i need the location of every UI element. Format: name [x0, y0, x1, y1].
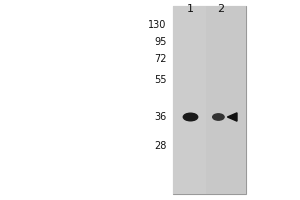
Text: 2: 2 [217, 4, 224, 14]
Polygon shape [227, 113, 237, 121]
Text: 130: 130 [148, 20, 166, 30]
Text: 72: 72 [154, 54, 167, 64]
Bar [206, 6, 246, 194]
Bar [172, 6, 206, 194]
Ellipse shape [183, 113, 198, 121]
Text: 28: 28 [154, 141, 167, 151]
Text: 55: 55 [154, 75, 167, 85]
Ellipse shape [213, 114, 224, 120]
Text: 1: 1 [187, 4, 194, 14]
Bar [172, 6, 246, 194]
Text: 36: 36 [154, 112, 167, 122]
Text: 95: 95 [154, 37, 167, 47]
